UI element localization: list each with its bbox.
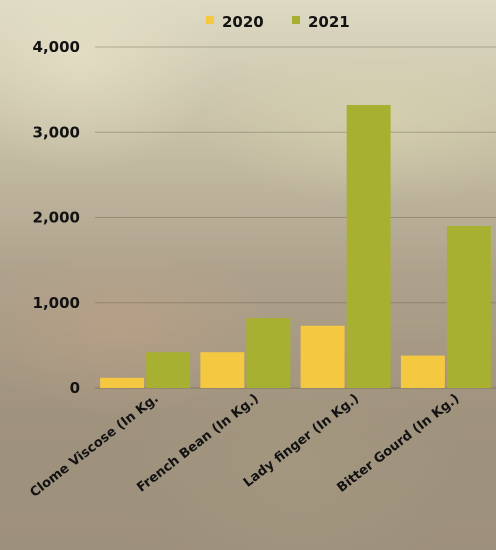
legend-swatch-2020: [206, 16, 214, 24]
bar-2021-1: [246, 318, 291, 388]
y-tick-label: 3,000: [33, 123, 80, 141]
bar-2020-3: [400, 355, 445, 388]
y-tick-label: 2,000: [33, 209, 80, 227]
x-axis-labels: Clome Viscose (In Kg.French Bean (In Kg.…: [28, 391, 463, 500]
bar-2020-1: [200, 352, 245, 388]
y-tick-label: 0: [70, 379, 80, 397]
gridlines: [95, 46, 496, 389]
bars: [100, 104, 491, 388]
bar-2021-2: [346, 104, 391, 388]
bar-2021-0: [146, 352, 191, 388]
y-tick-label: 4,000: [33, 38, 80, 56]
legend-label-2021: 2021: [308, 13, 350, 31]
bar-2020-2: [300, 325, 345, 388]
legend-label-2020: 2020: [222, 13, 264, 31]
legend: 2020 2021: [206, 13, 350, 31]
y-axis-ticks: 0 1,000 2,000 3,000 4,000: [33, 38, 80, 397]
bar-2020-0: [100, 377, 145, 388]
legend-swatch-2021: [292, 16, 300, 24]
y-tick-label: 1,000: [33, 294, 80, 312]
bar-2021-3: [446, 226, 491, 388]
